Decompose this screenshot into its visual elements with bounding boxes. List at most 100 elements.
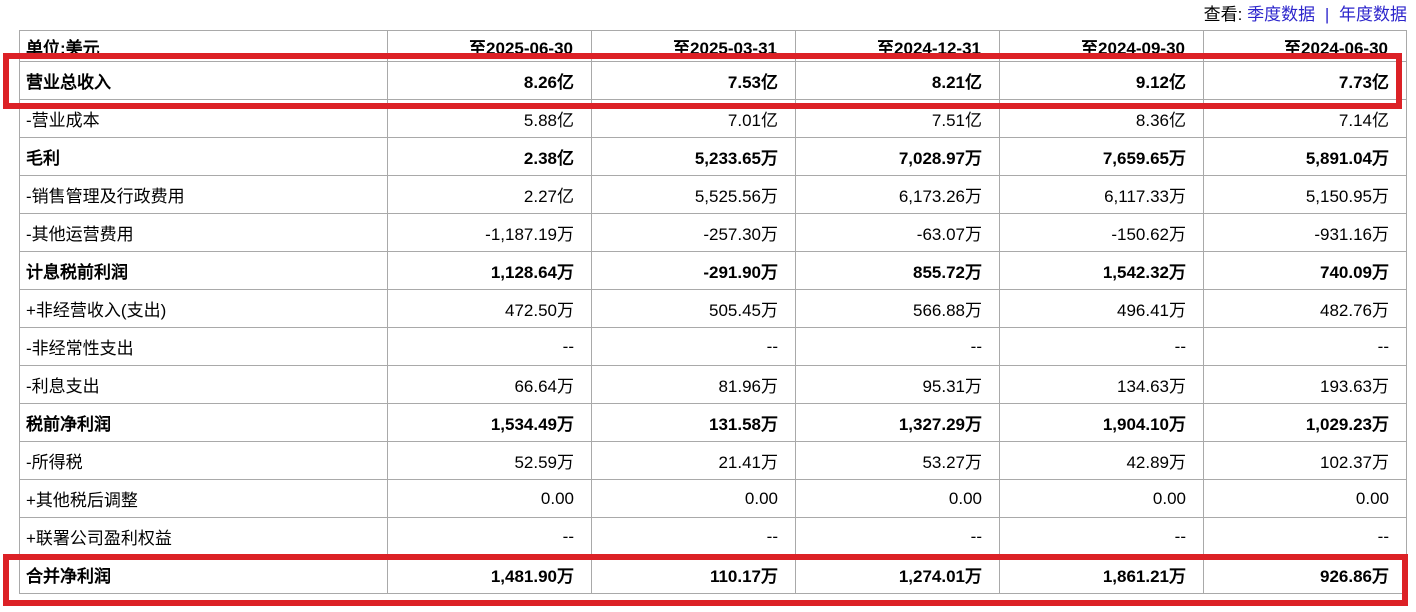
row-label: +其他税后调整 — [19, 479, 388, 518]
cell-value: -- — [387, 327, 592, 366]
cell-value: 0.00 — [387, 479, 592, 518]
cell-value: 8.36亿 — [999, 99, 1204, 138]
table-row: 合并净利润 1,481.90万 110.17万 1,274.01万 1,861.21万 9… — [19, 555, 1407, 594]
cell-value: 5,525.56万 — [591, 175, 796, 214]
cell-value: 7.01亿 — [591, 99, 796, 138]
column-header: 至2024-06-30 — [1203, 30, 1407, 62]
column-header: 至2025-03-31 — [591, 30, 796, 62]
cell-value: 7.53亿 — [591, 61, 796, 100]
cell-value: -257.30万 — [591, 213, 796, 252]
row-label: 计息税前利润 — [19, 251, 388, 290]
row-label: 营业总收入 — [19, 61, 388, 100]
cell-value: 472.50万 — [387, 289, 592, 328]
cell-value: 505.45万 — [591, 289, 796, 328]
row-label: -非经常性支出 — [19, 327, 388, 366]
cell-value: 1,029.23万 — [1203, 403, 1407, 442]
cell-value: 6,173.26万 — [795, 175, 1000, 214]
cell-value: 2.38亿 — [387, 137, 592, 176]
annual-data-link[interactable]: 年度数据 — [1339, 5, 1407, 24]
cell-value: -- — [1203, 327, 1407, 366]
cell-value: 1,128.64万 — [387, 251, 592, 290]
table-row: 营业总收入 8.26亿 7.53亿 8.21亿 9.12亿 7.73亿 — [19, 61, 1407, 100]
row-label: -所得税 — [19, 441, 388, 480]
row-label: -营业成本 — [19, 99, 388, 138]
cell-value: 2.27亿 — [387, 175, 592, 214]
row-label: 税前净利润 — [19, 403, 388, 442]
cell-value: 5,150.95万 — [1203, 175, 1407, 214]
cell-value: 7.51亿 — [795, 99, 1000, 138]
column-header: 至2025-06-30 — [387, 30, 592, 62]
table-row: -非经常性支出 -- -- -- -- -- — [19, 327, 1407, 366]
cell-value: -- — [795, 327, 1000, 366]
cell-value: 740.09万 — [1203, 251, 1407, 290]
cell-value: -- — [387, 517, 592, 556]
cell-value: 855.72万 — [795, 251, 1000, 290]
column-header: 至2024-09-30 — [999, 30, 1204, 62]
cell-value: -291.90万 — [591, 251, 796, 290]
quarterly-data-link[interactable]: 季度数据 — [1247, 5, 1316, 24]
cell-value: 193.63万 — [1203, 365, 1407, 404]
row-label: -其他运营费用 — [19, 213, 388, 252]
table-row: +非经营收入(支出) 472.50万 505.45万 566.88万 496.41万 48… — [19, 289, 1407, 328]
unit-header: 单位:美元 — [19, 30, 388, 62]
cell-value: 7.14亿 — [1203, 99, 1407, 138]
table-body: 营业总收入 8.26亿 7.53亿 8.21亿 9.12亿 7.73亿 -营业成本 5.88亿… — [19, 61, 1407, 594]
cell-value: 110.17万 — [591, 555, 796, 594]
cell-value: 496.41万 — [999, 289, 1204, 328]
table-row: +其他税后调整 0.00 0.00 0.00 0.00 0.00 — [19, 479, 1407, 518]
table-row: 计息税前利润 1,128.64万 -291.90万 855.72万 1,542.32万 7… — [19, 251, 1407, 290]
cell-value: 7.73亿 — [1203, 61, 1407, 100]
cell-value: 5,233.65万 — [591, 137, 796, 176]
financial-statement-table: 单位:美元 至2025-06-30 至2025-03-31 至2024-12-31 至… — [19, 30, 1407, 594]
cell-value: 1,542.32万 — [999, 251, 1204, 290]
cell-value: -- — [999, 517, 1204, 556]
cell-value: 926.86万 — [1203, 555, 1407, 594]
cell-value: 66.64万 — [387, 365, 592, 404]
cell-value: 81.96万 — [591, 365, 796, 404]
cell-value: 0.00 — [999, 479, 1204, 518]
cell-value: -- — [591, 517, 796, 556]
cell-value: -- — [795, 517, 1000, 556]
table-row: -销售管理及行政费用 2.27亿 5,525.56万 6,173.26万 6,117.3… — [19, 175, 1407, 214]
cell-value: 102.37万 — [1203, 441, 1407, 480]
cell-value: 134.63万 — [999, 365, 1204, 404]
cell-value: 1,534.49万 — [387, 403, 592, 442]
table-header-row: 单位:美元 至2025-06-30 至2025-03-31 至2024-12-31 至… — [19, 30, 1407, 62]
cell-value: -- — [999, 327, 1204, 366]
cell-value: 0.00 — [1203, 479, 1407, 518]
cell-value: -- — [591, 327, 796, 366]
cell-value: 6,117.33万 — [999, 175, 1204, 214]
row-label: -利息支出 — [19, 365, 388, 404]
view-label: 查看: — [1203, 5, 1243, 24]
link-separator: | — [1324, 5, 1330, 24]
cell-value: 7,028.97万 — [795, 137, 1000, 176]
cell-value: 5.88亿 — [387, 99, 592, 138]
cell-value: 8.21亿 — [795, 61, 1000, 100]
cell-value: 53.27万 — [795, 441, 1000, 480]
cell-value: -150.62万 — [999, 213, 1204, 252]
cell-value: 7,659.65万 — [999, 137, 1204, 176]
table-row: -所得税 52.59万 21.41万 53.27万 42.89万 102.37万 — [19, 441, 1407, 480]
cell-value: -931.16万 — [1203, 213, 1407, 252]
table-row: -利息支出 66.64万 81.96万 95.31万 134.63万 193.63万 — [19, 365, 1407, 404]
row-label: +非经营收入(支出) — [19, 289, 388, 328]
cell-value: 482.76万 — [1203, 289, 1407, 328]
cell-value: 42.89万 — [999, 441, 1204, 480]
view-switcher: 查看: 季度数据 | 年度数据 — [1204, 5, 1407, 25]
cell-value: -63.07万 — [795, 213, 1000, 252]
cell-value: 52.59万 — [387, 441, 592, 480]
cell-value: 5,891.04万 — [1203, 137, 1407, 176]
row-label: -销售管理及行政费用 — [19, 175, 388, 214]
row-label: +联署公司盈利权益 — [19, 517, 388, 556]
cell-value: 21.41万 — [591, 441, 796, 480]
row-label: 合并净利润 — [19, 555, 388, 594]
table-row: -其他运营费用 -1,187.19万 -257.30万 -63.07万 -150.62万… — [19, 213, 1407, 252]
cell-value: 131.58万 — [591, 403, 796, 442]
cell-value: 1,861.21万 — [999, 555, 1204, 594]
table-row: 毛利 2.38亿 5,233.65万 7,028.97万 7,659.65万 5,891.… — [19, 137, 1407, 176]
column-header: 至2024-12-31 — [795, 30, 1000, 62]
cell-value: -- — [1203, 517, 1407, 556]
cell-value: -1,187.19万 — [387, 213, 592, 252]
cell-value: 0.00 — [795, 479, 1000, 518]
cell-value: 8.26亿 — [387, 61, 592, 100]
